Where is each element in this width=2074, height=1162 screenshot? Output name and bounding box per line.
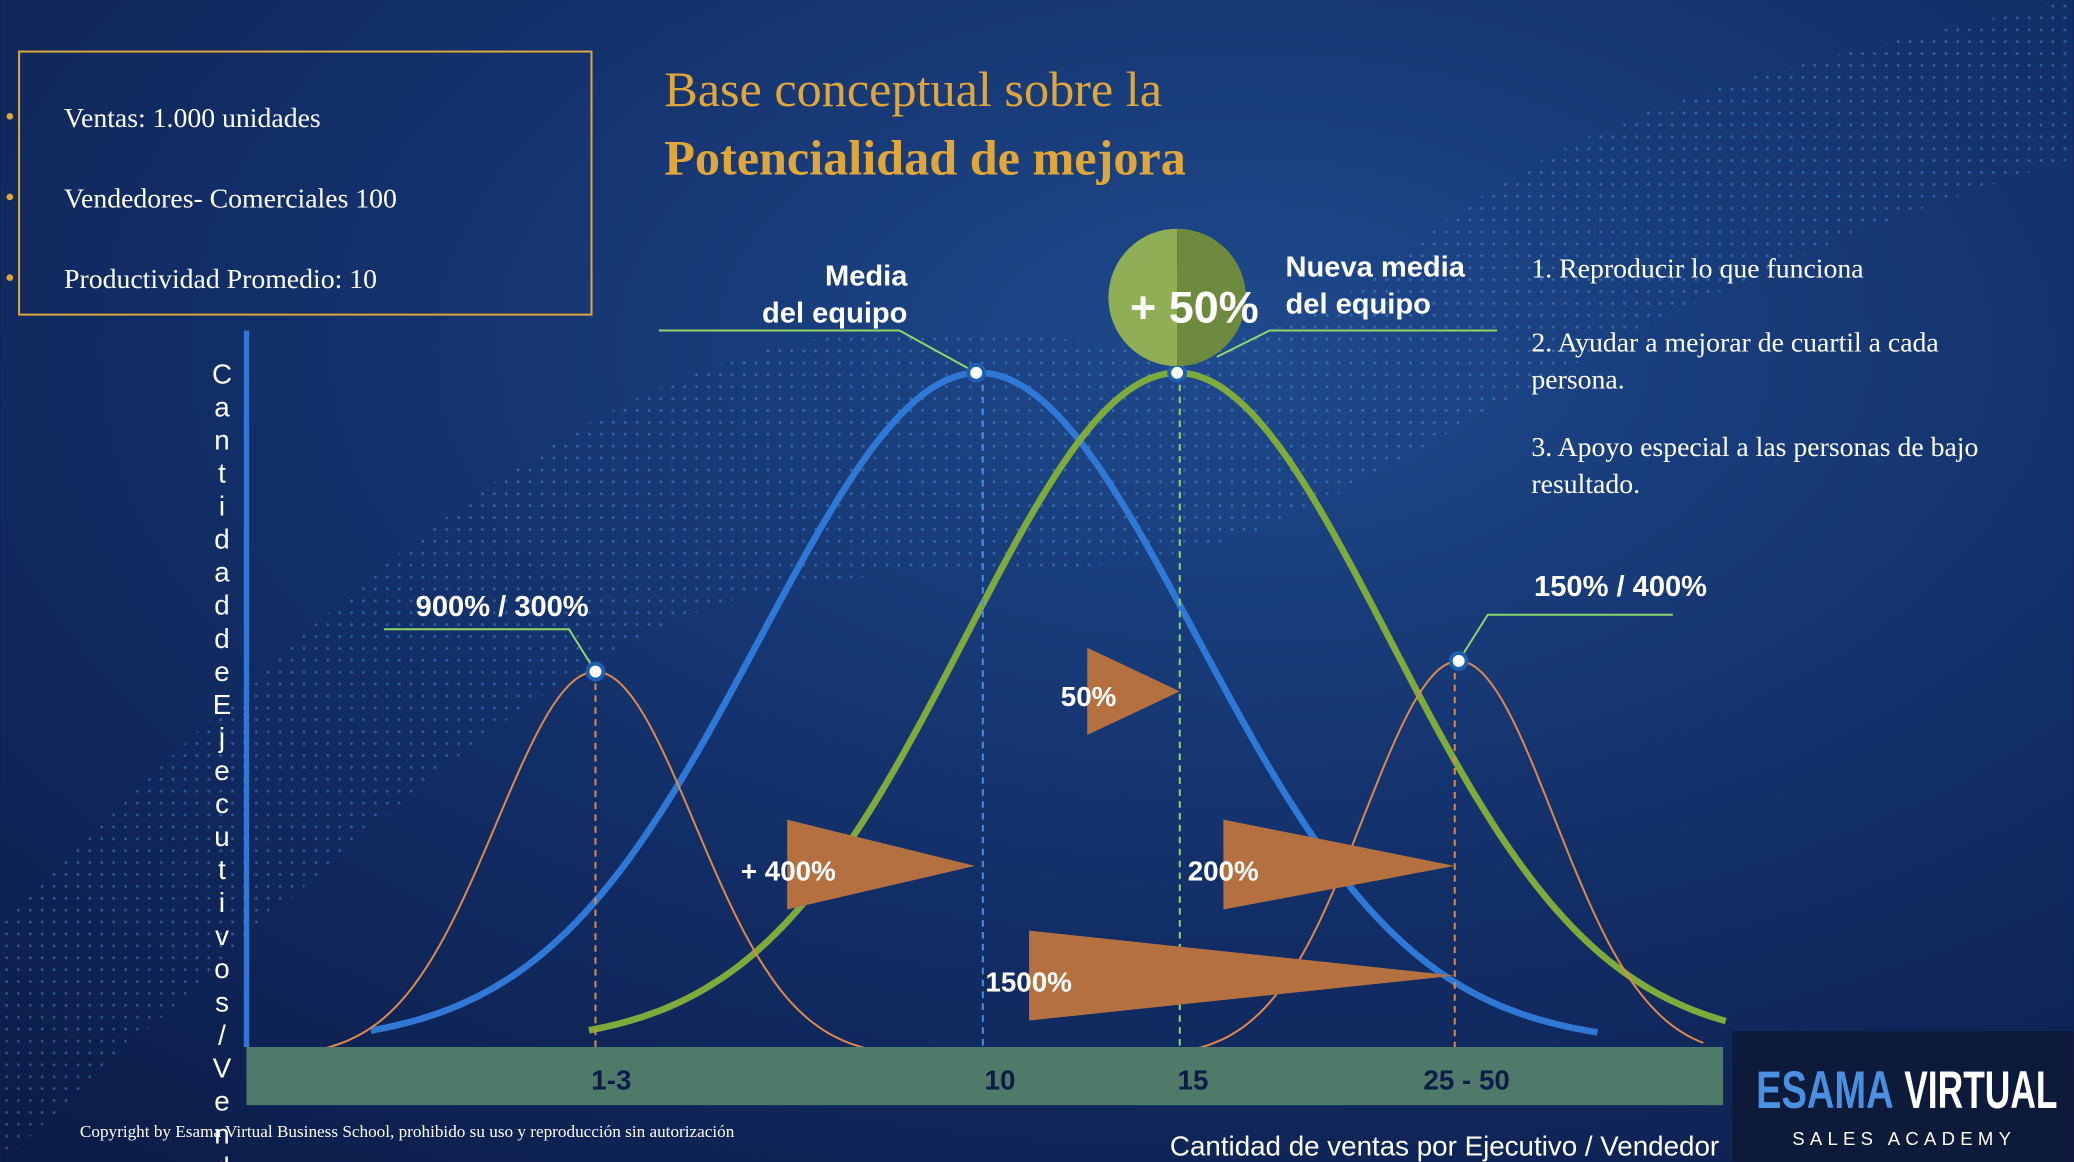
logo-brand: ESAMA	[1756, 1061, 1893, 1120]
callout: 150% / 400%	[1534, 571, 1707, 603]
badge-left	[1108, 228, 1178, 367]
x-axis-bar	[246, 1046, 1724, 1106]
arrow	[787, 819, 975, 910]
bullet	[6, 193, 14, 201]
step: 1. Reproducir lo que funciona	[1531, 254, 1863, 285]
curve	[1174, 659, 1704, 1054]
arrow	[1223, 819, 1455, 910]
badge-label: + 50%	[1130, 282, 1259, 333]
bullet	[6, 113, 14, 120]
point	[966, 362, 987, 383]
logo-tagline: SALES ACADEMY	[1792, 1128, 2016, 1149]
point	[1167, 362, 1188, 383]
bullet	[6, 274, 14, 281]
x-label: 25 - 50	[1423, 1064, 1509, 1095]
y-axis-label: CantidaddeEjecutivos/Vend	[206, 359, 238, 1162]
info-box	[18, 50, 593, 316]
info-item: Ventas: 1.000 unidades	[64, 103, 321, 134]
x-axis-title: Cantidad de ventas por Ejecutivo / Vende…	[1170, 1130, 1719, 1161]
logo-brand: VIRTUAL	[1904, 1061, 2057, 1120]
arrow	[1029, 930, 1455, 1021]
title: Base conceptual sobre la	[664, 61, 1162, 117]
step: 3. Apoyo especial a las personas de bajo	[1531, 432, 1978, 463]
leader-line	[1457, 613, 1673, 662]
leader-line	[658, 329, 977, 374]
x-label: 1-3	[591, 1064, 631, 1095]
info-item: Vendedores- Comerciales 100	[64, 184, 397, 215]
callout: Media	[825, 261, 908, 293]
logo-box	[1732, 1031, 2074, 1162]
step: persona.	[1531, 365, 1624, 396]
y-axis-label-box: CantidaddeEjecutivos/Vend	[206, 359, 238, 1162]
arrow-label: 50%	[1061, 681, 1117, 712]
callout: 900% / 300%	[416, 591, 589, 623]
x-label: 10	[985, 1064, 1016, 1095]
x-label: 15	[1178, 1064, 1209, 1095]
badge-right	[1177, 228, 1246, 367]
step: 2. Ayudar a mejorar de cuartil a cada	[1531, 328, 1938, 359]
callout: del equipo	[1286, 288, 1431, 320]
info-item: Productividad Promedio: 10	[64, 264, 377, 295]
point	[585, 661, 606, 682]
arrow-label: + 400%	[741, 855, 836, 886]
point	[1448, 651, 1469, 671]
copyright: Copyright by Esama Virtual Business Scho…	[80, 1122, 735, 1141]
leader-line	[383, 628, 597, 673]
arrow	[1087, 647, 1180, 736]
callout: del equipo	[762, 298, 907, 330]
curve	[588, 369, 1727, 1034]
step: resultado.	[1531, 469, 1640, 500]
arrow-label: 200%	[1188, 855, 1259, 886]
arrow-label: 1500%	[985, 966, 1071, 997]
leader-line	[1216, 329, 1498, 358]
callout: Nueva media	[1286, 251, 1466, 283]
title: Potencialidad de mejora	[664, 129, 1186, 185]
